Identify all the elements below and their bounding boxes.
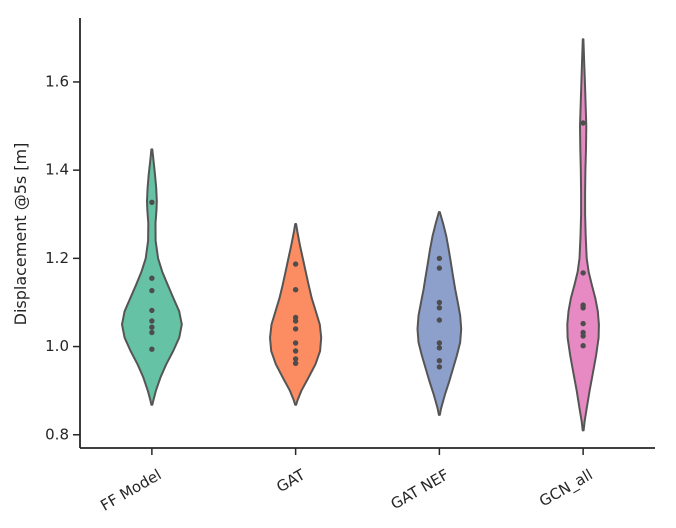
data-point [292, 261, 299, 267]
data-point [436, 364, 443, 370]
x-tick-label: GAT NEF [388, 466, 452, 514]
data-point [436, 299, 443, 306]
violin-gat-nef [416, 211, 463, 416]
data-point [436, 317, 443, 323]
data-point [436, 345, 443, 351]
x-tick-label: GAT [273, 465, 309, 496]
y-tick-label: 1.4 [45, 161, 69, 179]
data-point [580, 320, 586, 327]
data-point [292, 318, 299, 324]
data-point [436, 305, 443, 311]
data-point [149, 329, 155, 336]
data-point [292, 348, 299, 354]
point-group [149, 120, 586, 370]
data-point [292, 340, 299, 346]
data-point [149, 199, 155, 205]
data-point [149, 287, 155, 294]
data-point [149, 307, 155, 314]
data-point [149, 324, 155, 330]
data-point [149, 275, 155, 281]
data-point [580, 120, 586, 126]
data-point [580, 270, 586, 276]
data-point [580, 305, 586, 311]
y-axis-title: Displacement @5s [m] [11, 143, 30, 326]
x-tick-label: FF Model [97, 466, 164, 515]
data-point [292, 356, 299, 362]
y-tick-label: 0.8 [45, 425, 69, 443]
data-point [149, 346, 155, 352]
data-point [580, 343, 586, 349]
violin-gcn-all [566, 38, 600, 432]
data-point [436, 340, 443, 346]
violin-group [121, 38, 600, 432]
y-tick-label: 1.0 [45, 337, 69, 355]
data-point [292, 287, 299, 293]
data-point [292, 326, 299, 332]
data-point [580, 333, 586, 339]
x-tick-label: GCN_all [536, 466, 596, 512]
y-tick-label: 1.6 [45, 72, 69, 90]
violin-gat [269, 223, 323, 406]
data-point [436, 255, 443, 262]
data-point [436, 265, 443, 271]
data-point [436, 358, 443, 364]
data-point [292, 360, 299, 366]
y-tick-label: 1.2 [45, 249, 69, 267]
y-tick-group: 0.8 1.0 1.2 1.4 1.6 [45, 72, 80, 443]
x-tick-group: FF Model GAT GAT NEF GCN_all [97, 448, 596, 515]
data-point [149, 318, 155, 324]
